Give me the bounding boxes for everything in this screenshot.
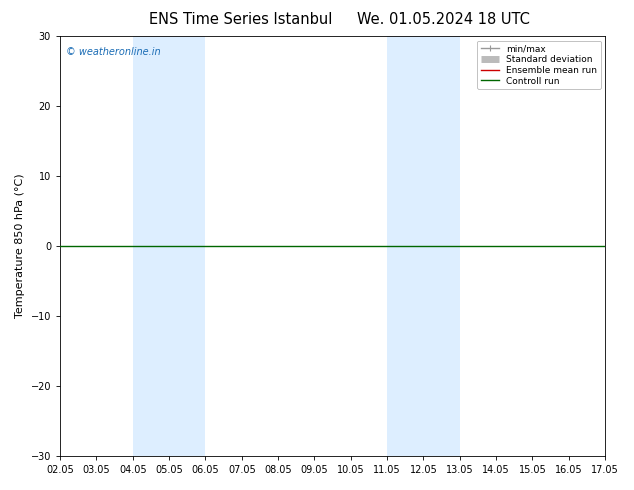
Bar bbox=[133, 36, 205, 456]
Y-axis label: Temperature 850 hPa (°C): Temperature 850 hPa (°C) bbox=[15, 174, 25, 318]
Text: ENS Time Series Istanbul: ENS Time Series Istanbul bbox=[149, 12, 333, 27]
Bar bbox=[387, 36, 460, 456]
Text: © weatheronline.in: © weatheronline.in bbox=[65, 47, 160, 57]
Legend: min/max, Standard deviation, Ensemble mean run, Controll run: min/max, Standard deviation, Ensemble me… bbox=[477, 41, 600, 89]
Text: We. 01.05.2024 18 UTC: We. 01.05.2024 18 UTC bbox=[358, 12, 530, 27]
